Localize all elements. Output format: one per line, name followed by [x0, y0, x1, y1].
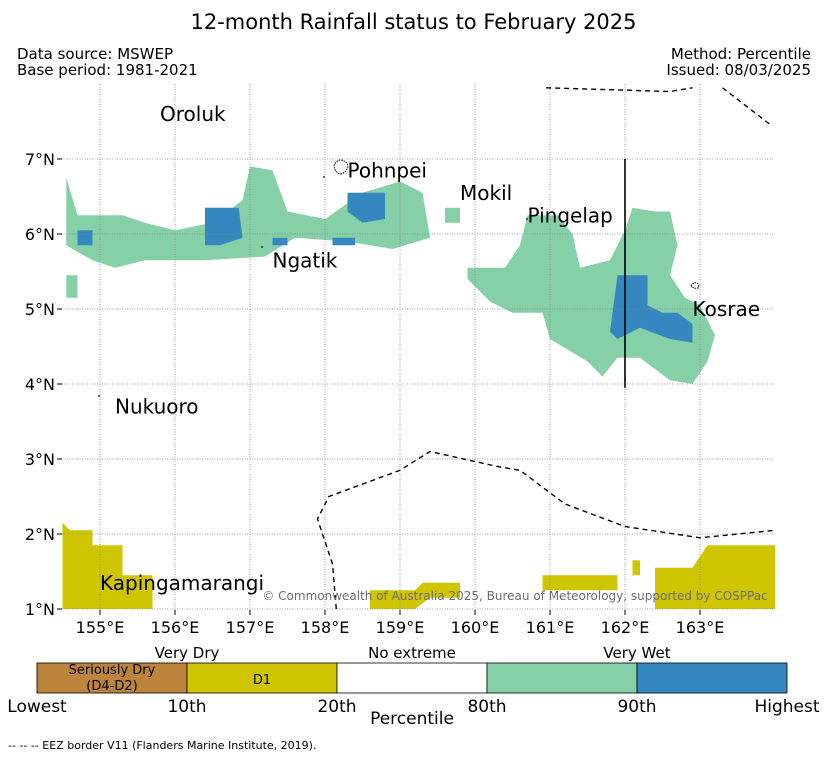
lon-tick-label: 157°E: [226, 618, 275, 637]
data-source-label: Data source: MSWEP: [17, 45, 174, 63]
place-label-mokil: Mokil: [460, 181, 512, 205]
legend-category-label: Seriously Dry: [69, 663, 156, 678]
lon-tick-label: 155°E: [76, 618, 125, 637]
lat-tick-label: 7°N: [25, 150, 55, 169]
eez-border: [546, 87, 693, 93]
place-label-pingelap: Pingelap: [528, 203, 613, 227]
rainfall-region-d1: [632, 560, 640, 576]
kosrae-island-outline: [690, 282, 700, 289]
legend-tick-label: Highest: [754, 697, 819, 717]
rainfall-region-90th: [272, 237, 288, 246]
rainfall-region-d1: [370, 582, 460, 609]
legend-tick-label: 90th: [617, 697, 656, 717]
legend-swatch: [636, 662, 788, 694]
legend-category-label: (D4-D2): [86, 679, 137, 694]
legend-swatch: [36, 662, 188, 694]
place-label-oroluk: Oroluk: [160, 102, 226, 126]
legend-group-label: Very Wet: [603, 644, 670, 662]
lon-tick-label: 160°E: [451, 618, 500, 637]
pingelap-atoll: [526, 218, 528, 220]
lat-tick-label: 1°N: [25, 600, 55, 619]
lat-tick-label: 5°N: [25, 300, 55, 319]
legend-group-label: No extreme: [368, 644, 456, 662]
nukuoro-atoll: [98, 395, 100, 397]
atoll-marker: [323, 176, 325, 178]
data-source-info: Data source: MSWEP Base period: 1981-202…: [17, 46, 198, 78]
legend-swatch: [186, 662, 338, 694]
lat-tick-label: 6°N: [25, 225, 55, 244]
lon-tick-label: 163°E: [676, 618, 725, 637]
legend-tick-label: 20th: [317, 697, 356, 717]
rainfall-region-90th: [332, 237, 355, 246]
lat-tick-label: 3°N: [25, 450, 55, 469]
rainfall-region-d1: [655, 545, 775, 609]
rainfall-region-90th: [77, 230, 93, 246]
eez-footnote: -- -- -- EEZ border V11 (Flanders Marine…: [8, 739, 317, 752]
place-label-kosrae: Kosrae: [693, 297, 761, 321]
base-period-label: Base period: 1981-2021: [17, 61, 198, 79]
place-label-kapingamarangi: Kapingamarangi: [100, 571, 264, 595]
eez-border: [722, 87, 772, 126]
rainfall-region-90th: [205, 207, 243, 246]
lon-tick-label: 156°E: [151, 618, 200, 637]
rainfall-region-d1: [542, 575, 618, 591]
lat-tick-label: 4°N: [25, 375, 55, 394]
legend-tick-label: 80th: [467, 697, 506, 717]
rainfall-region-d1: [62, 522, 153, 609]
rainfall-region-80th: [66, 275, 78, 298]
legend-group-label: Very Dry: [155, 644, 220, 662]
lon-tick-label: 161°E: [526, 618, 575, 637]
rainfall-region-90th: [347, 192, 385, 223]
lon-tick-label: 159°E: [376, 618, 425, 637]
rainfall-region-80th: [445, 207, 460, 223]
lon-tick-label: 158°E: [301, 618, 350, 637]
place-label-pohnpei: Pohnpei: [348, 158, 428, 182]
rainfall-region-90th: [610, 275, 693, 343]
ngatik-atoll: [261, 246, 263, 248]
method-label: Method: Percentile: [670, 45, 811, 63]
page-title: 12-month Rainfall status to February 202…: [190, 10, 637, 34]
lat-tick-label: 2°N: [25, 525, 55, 544]
legend-swatch: [486, 662, 638, 694]
rainfall-region-80th: [467, 207, 715, 384]
issued-label: Issued: 08/03/2025: [666, 61, 811, 79]
legend-swatch: [336, 662, 488, 694]
legend-tick-label: 10th: [167, 697, 206, 717]
rainfall-region-80th: [66, 166, 431, 268]
legend-category-label: D1: [253, 673, 271, 688]
legend-tick-label: Lowest: [7, 697, 67, 717]
method-info: Method: Percentile Issued: 08/03/2025: [666, 46, 811, 78]
legend-axis-label: Percentile: [370, 709, 454, 729]
pohnpei-island-outline: [333, 159, 349, 175]
copyright-notice: © Commonwealth of Australia 2025, Bureau…: [262, 589, 767, 603]
place-label-nukuoro: Nukuoro: [115, 395, 199, 419]
eez-border: [316, 450, 776, 610]
place-label-ngatik: Ngatik: [273, 248, 338, 272]
lon-tick-label: 162°E: [601, 618, 650, 637]
